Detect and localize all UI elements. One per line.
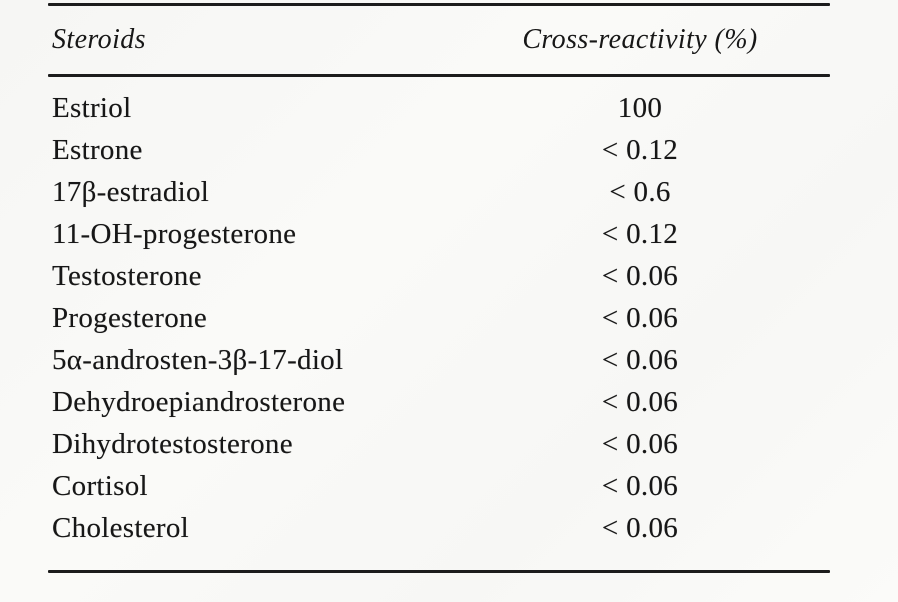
column-header-cross-reactivity: Cross-reactivity (%) (522, 24, 758, 55)
steroid-name: Dehydroepiandrosterone (52, 385, 346, 418)
table-row: Cholesterol < 0.06 (48, 507, 830, 549)
cross-reactivity-value: < 0.06 (601, 301, 679, 334)
steroid-name: 11-OH-progesterone (52, 217, 297, 250)
cross-reactivity-value: < 0.06 (601, 469, 679, 502)
cross-reactivity-value: < 0.06 (601, 343, 679, 376)
cross-reactivity-value: 100 (617, 91, 663, 124)
cross-reactivity-value: < 0.06 (601, 427, 679, 460)
table-row: Testosterone < 0.06 (48, 255, 830, 297)
column-header-steroids: Steroids (52, 24, 146, 55)
table-row: 5α-androsten-3β-17-diol < 0.06 (48, 339, 830, 381)
table-row: Cortisol < 0.06 (48, 465, 830, 507)
steroid-name: 17β-estradiol (52, 175, 210, 208)
table-row: Estrone < 0.12 (48, 129, 830, 171)
table-bottom-rule (48, 570, 830, 573)
table-row: 17β-estradiol < 0.6 (48, 171, 830, 213)
cross-reactivity-value: < 0.12 (601, 133, 679, 166)
steroid-name: Dihydrotestosterone (52, 427, 293, 460)
table-header-row: Steroids Cross-reactivity (%) (48, 6, 830, 74)
table-row: Dihydrotestosterone < 0.06 (48, 423, 830, 465)
table-row: Progesterone < 0.06 (48, 297, 830, 339)
steroid-name: 5α-androsten-3β-17-diol (52, 343, 344, 376)
steroid-name: Cortisol (52, 469, 148, 502)
steroid-name: Testosterone (52, 259, 202, 292)
steroid-name: Estrone (52, 133, 143, 166)
steroid-name: Cholesterol (52, 511, 190, 544)
steroid-name: Progesterone (52, 301, 208, 334)
cross-reactivity-value: < 0.06 (601, 511, 679, 544)
cross-reactivity-value: < 0.6 (609, 175, 671, 208)
cross-reactivity-table: Steroids Cross-reactivity (%) Estriol 10… (48, 3, 830, 573)
table-row: 11-OH-progesterone < 0.12 (48, 213, 830, 255)
table-body: Estriol 100 Estrone < 0.12 17β-estradiol… (48, 77, 830, 549)
steroid-name: Estriol (52, 91, 132, 124)
cross-reactivity-value: < 0.06 (601, 385, 679, 418)
cross-reactivity-value: < 0.12 (601, 217, 679, 250)
cross-reactivity-value: < 0.06 (601, 259, 679, 292)
table-top-rule (48, 3, 830, 6)
table-header-rule (48, 74, 830, 77)
table-bottom-spacer (48, 549, 830, 570)
table-row: Dehydroepiandrosterone < 0.06 (48, 381, 830, 423)
table-row: Estriol 100 (48, 87, 830, 129)
